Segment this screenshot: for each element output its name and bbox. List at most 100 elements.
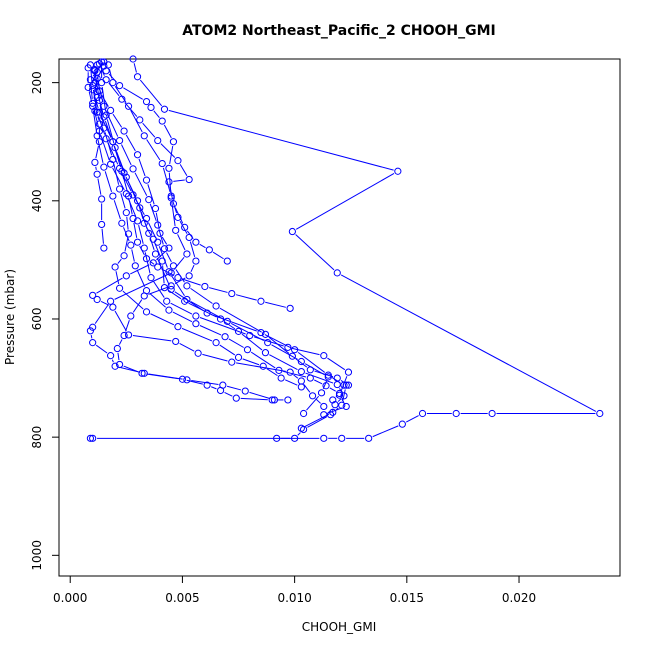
data-point xyxy=(228,358,236,366)
data-point xyxy=(335,389,344,398)
series-segment xyxy=(199,325,222,336)
series-segment xyxy=(331,408,334,411)
series-segment xyxy=(219,307,262,333)
y-axis: 200 400 600 800 1000 xyxy=(30,71,60,571)
y-tick-label: 200 xyxy=(30,71,44,94)
series-segment xyxy=(199,243,206,249)
data-point xyxy=(129,55,137,63)
data-point xyxy=(100,244,108,252)
x-tick-label: 0.010 xyxy=(277,591,311,605)
data-point xyxy=(259,362,267,370)
series-segment xyxy=(88,91,93,103)
data-point xyxy=(118,95,126,103)
series-segment xyxy=(138,204,144,220)
data-point xyxy=(160,105,169,113)
data-point xyxy=(84,83,92,91)
data-point xyxy=(223,257,231,265)
data-point xyxy=(100,124,108,132)
series-segment xyxy=(335,407,339,410)
series-segment xyxy=(295,173,395,230)
series-segment xyxy=(121,172,132,192)
data-point xyxy=(201,282,209,291)
data-point xyxy=(115,185,124,193)
series-segment xyxy=(156,250,167,261)
data-point xyxy=(297,377,305,385)
data-point xyxy=(89,434,97,442)
series-segment xyxy=(177,234,186,251)
data-point xyxy=(216,315,225,323)
series-segment xyxy=(95,86,97,94)
data-point xyxy=(243,346,252,354)
data-point xyxy=(120,331,128,340)
data-point xyxy=(338,434,346,442)
data-point xyxy=(91,66,99,74)
data-point xyxy=(149,259,157,267)
series-segment xyxy=(269,354,298,370)
data-point xyxy=(257,297,265,305)
y-tick-label: 400 xyxy=(30,189,44,212)
series-6 xyxy=(89,68,328,411)
series-segment xyxy=(125,320,130,332)
series-segment xyxy=(337,398,342,402)
series-segment xyxy=(149,237,155,250)
data-point xyxy=(129,165,137,173)
data-point xyxy=(246,331,254,340)
data-point xyxy=(365,434,373,442)
data-point xyxy=(160,245,169,253)
data-point xyxy=(273,434,281,442)
series-segment xyxy=(154,243,162,258)
series-segment xyxy=(136,269,146,287)
series-segment xyxy=(166,252,172,263)
series-segment xyxy=(303,384,311,393)
data-point xyxy=(234,327,243,335)
data-point xyxy=(89,291,97,299)
series-segment xyxy=(314,379,323,385)
data-point xyxy=(109,155,117,164)
series-segment xyxy=(249,391,271,400)
data-point xyxy=(286,304,294,312)
data-point xyxy=(324,373,332,381)
series-segment xyxy=(161,236,168,245)
data-point xyxy=(102,76,110,84)
data-point xyxy=(142,287,151,295)
data-point xyxy=(181,297,189,305)
series-segment xyxy=(179,220,188,234)
y-axis-label: Pressure (mbar) xyxy=(3,269,17,365)
series-segment xyxy=(147,222,157,239)
data-point xyxy=(149,235,157,243)
data-point xyxy=(297,367,305,376)
series-segment xyxy=(295,234,335,271)
series-segment xyxy=(224,391,233,397)
data-point xyxy=(165,164,173,172)
data-point xyxy=(268,396,276,404)
x-tick-label: 0.000 xyxy=(53,591,87,605)
data-point xyxy=(124,331,133,339)
data-point xyxy=(118,167,126,175)
series-segment xyxy=(295,358,308,368)
data-point xyxy=(306,366,314,374)
series-segment xyxy=(138,225,144,244)
series-segment xyxy=(189,241,196,257)
data-point xyxy=(194,349,202,357)
data-point xyxy=(93,170,101,178)
data-point xyxy=(333,374,341,382)
series-segment xyxy=(142,122,156,138)
series-segment xyxy=(242,358,260,366)
data-point xyxy=(326,411,335,419)
data-point xyxy=(320,434,328,442)
data-point xyxy=(169,200,178,208)
series-segment xyxy=(125,176,137,198)
data-point xyxy=(192,320,200,328)
data-point xyxy=(212,302,220,310)
series-segment xyxy=(199,317,246,335)
series-segment xyxy=(162,265,165,284)
data-point xyxy=(147,103,155,112)
series-segment xyxy=(105,110,119,137)
data-point xyxy=(95,138,103,146)
data-point xyxy=(167,282,175,290)
data-point xyxy=(142,308,151,316)
data-point xyxy=(261,349,270,357)
series-segment xyxy=(124,102,138,117)
data-point xyxy=(488,409,496,418)
data-point xyxy=(203,381,211,389)
